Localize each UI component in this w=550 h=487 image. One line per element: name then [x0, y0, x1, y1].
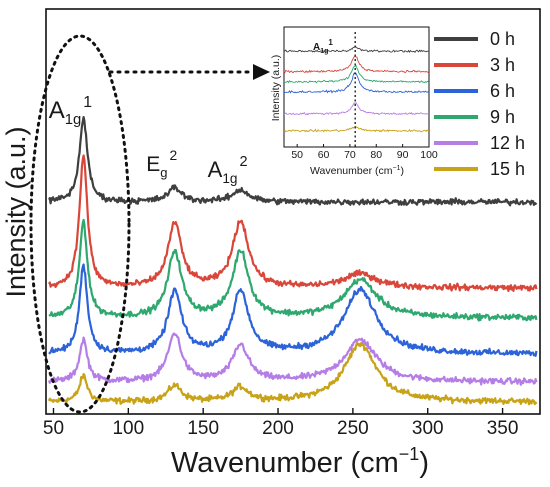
inset-series-line-9h [283, 65, 430, 84]
series-layer [47, 116, 538, 406]
peak-label-sup: 2 [170, 147, 178, 163]
inset-x-axis-title-main: Wavenumber (cm [310, 165, 393, 177]
inset-title-sub: 1g [320, 48, 328, 55]
inset-x-tick-label: 90 [397, 149, 409, 161]
legend-label: 6 h [490, 81, 515, 101]
legend-label: 0 h [490, 29, 515, 49]
series-line-6h [48, 263, 538, 357]
inset-x-tick-label: 60 [318, 149, 330, 161]
inset-frame [283, 26, 430, 148]
legend-label: 12 h [490, 133, 525, 153]
peak-label-base: A [208, 157, 223, 182]
inset-x-tick-label: 70 [344, 149, 356, 161]
series-line-3h [48, 154, 538, 292]
highlight-arrowhead [253, 64, 270, 80]
peak-label: A1g1 [49, 94, 93, 128]
x-tick-label: 100 [112, 418, 144, 439]
x-axis-title-sup: −1 [399, 444, 420, 464]
inset-x-axis-title: Wavenumber (cm−1) [310, 165, 404, 177]
x-axis-title-main: Wavenumber (cm [171, 447, 399, 479]
peak-label: A1g2 [208, 154, 248, 186]
x-tick-label: 50 [43, 418, 64, 439]
inset-title-sup: 1 [328, 38, 333, 47]
legend-label: 9 h [490, 107, 515, 127]
x-axis-ticks [52, 408, 504, 414]
y-axis-title: Intensity (a.u.) [1, 126, 31, 297]
legend-label: 15 h [490, 159, 525, 179]
inset-series-line-3h [283, 55, 430, 74]
x-tick-label: 250 [337, 418, 369, 439]
inset-y-axis-title: Intensity (a.u.) [270, 55, 282, 122]
x-axis-title-tail: ) [419, 447, 429, 479]
inset-series-line-15h [283, 125, 430, 133]
inset-series-line-0h [283, 45, 430, 54]
x-tick-label: 150 [187, 418, 219, 439]
peak-label-sub: g [160, 165, 167, 180]
inset-x-tick-label: 80 [370, 149, 382, 161]
x-axis-tick-labels: 50 100 150 200 250 300 350 [43, 418, 519, 439]
highlight-ellipse [29, 34, 131, 414]
inset-series-layer [283, 45, 430, 133]
legend-label: 3 h [490, 55, 515, 75]
peak-label-sup: 1 [83, 94, 92, 111]
legend: 0 h 3 h 6 h 9 h 12 h 15 h [434, 29, 525, 179]
inset-x-axis-title-sup: −1 [392, 165, 400, 172]
inset-x-tick-label: 50 [291, 149, 303, 161]
inset-x-axis-title-tail: ) [400, 165, 404, 177]
x-tick-label: 300 [412, 418, 444, 439]
peak-label-sup: 2 [239, 154, 247, 170]
x-tick-label: 350 [487, 418, 519, 439]
series-line-12h [47, 332, 538, 386]
peak-label: Eg2 [146, 147, 177, 180]
series-line-9h [48, 218, 538, 322]
inset-x-ticks [296, 144, 430, 147]
inset-series-line-12h [283, 102, 430, 116]
x-axis-title: Wavenumber (cm−1) [171, 444, 429, 479]
inset-title-base: A [313, 42, 320, 53]
peak-label-sub: 1g [222, 171, 237, 186]
inset-x-tick-label: 100 [420, 149, 438, 161]
series-line-15h [47, 342, 538, 406]
x-tick-label: 200 [262, 418, 294, 439]
peak-label-base: A [49, 97, 65, 124]
peak-label-sub: 1g [65, 112, 82, 128]
inset-x-tick-labels: 50 60 70 80 90 100 [291, 149, 438, 161]
inset-title: A1g1 [313, 38, 333, 55]
series-line-0h [48, 116, 538, 207]
peak-label-base: E [146, 153, 160, 176]
plot-frame [45, 8, 541, 415]
inset-chart: A1g1 50 60 70 80 90 100 Wavenumber (cm−1) Int… [270, 26, 438, 177]
inset-series-line-6h [284, 72, 430, 94]
